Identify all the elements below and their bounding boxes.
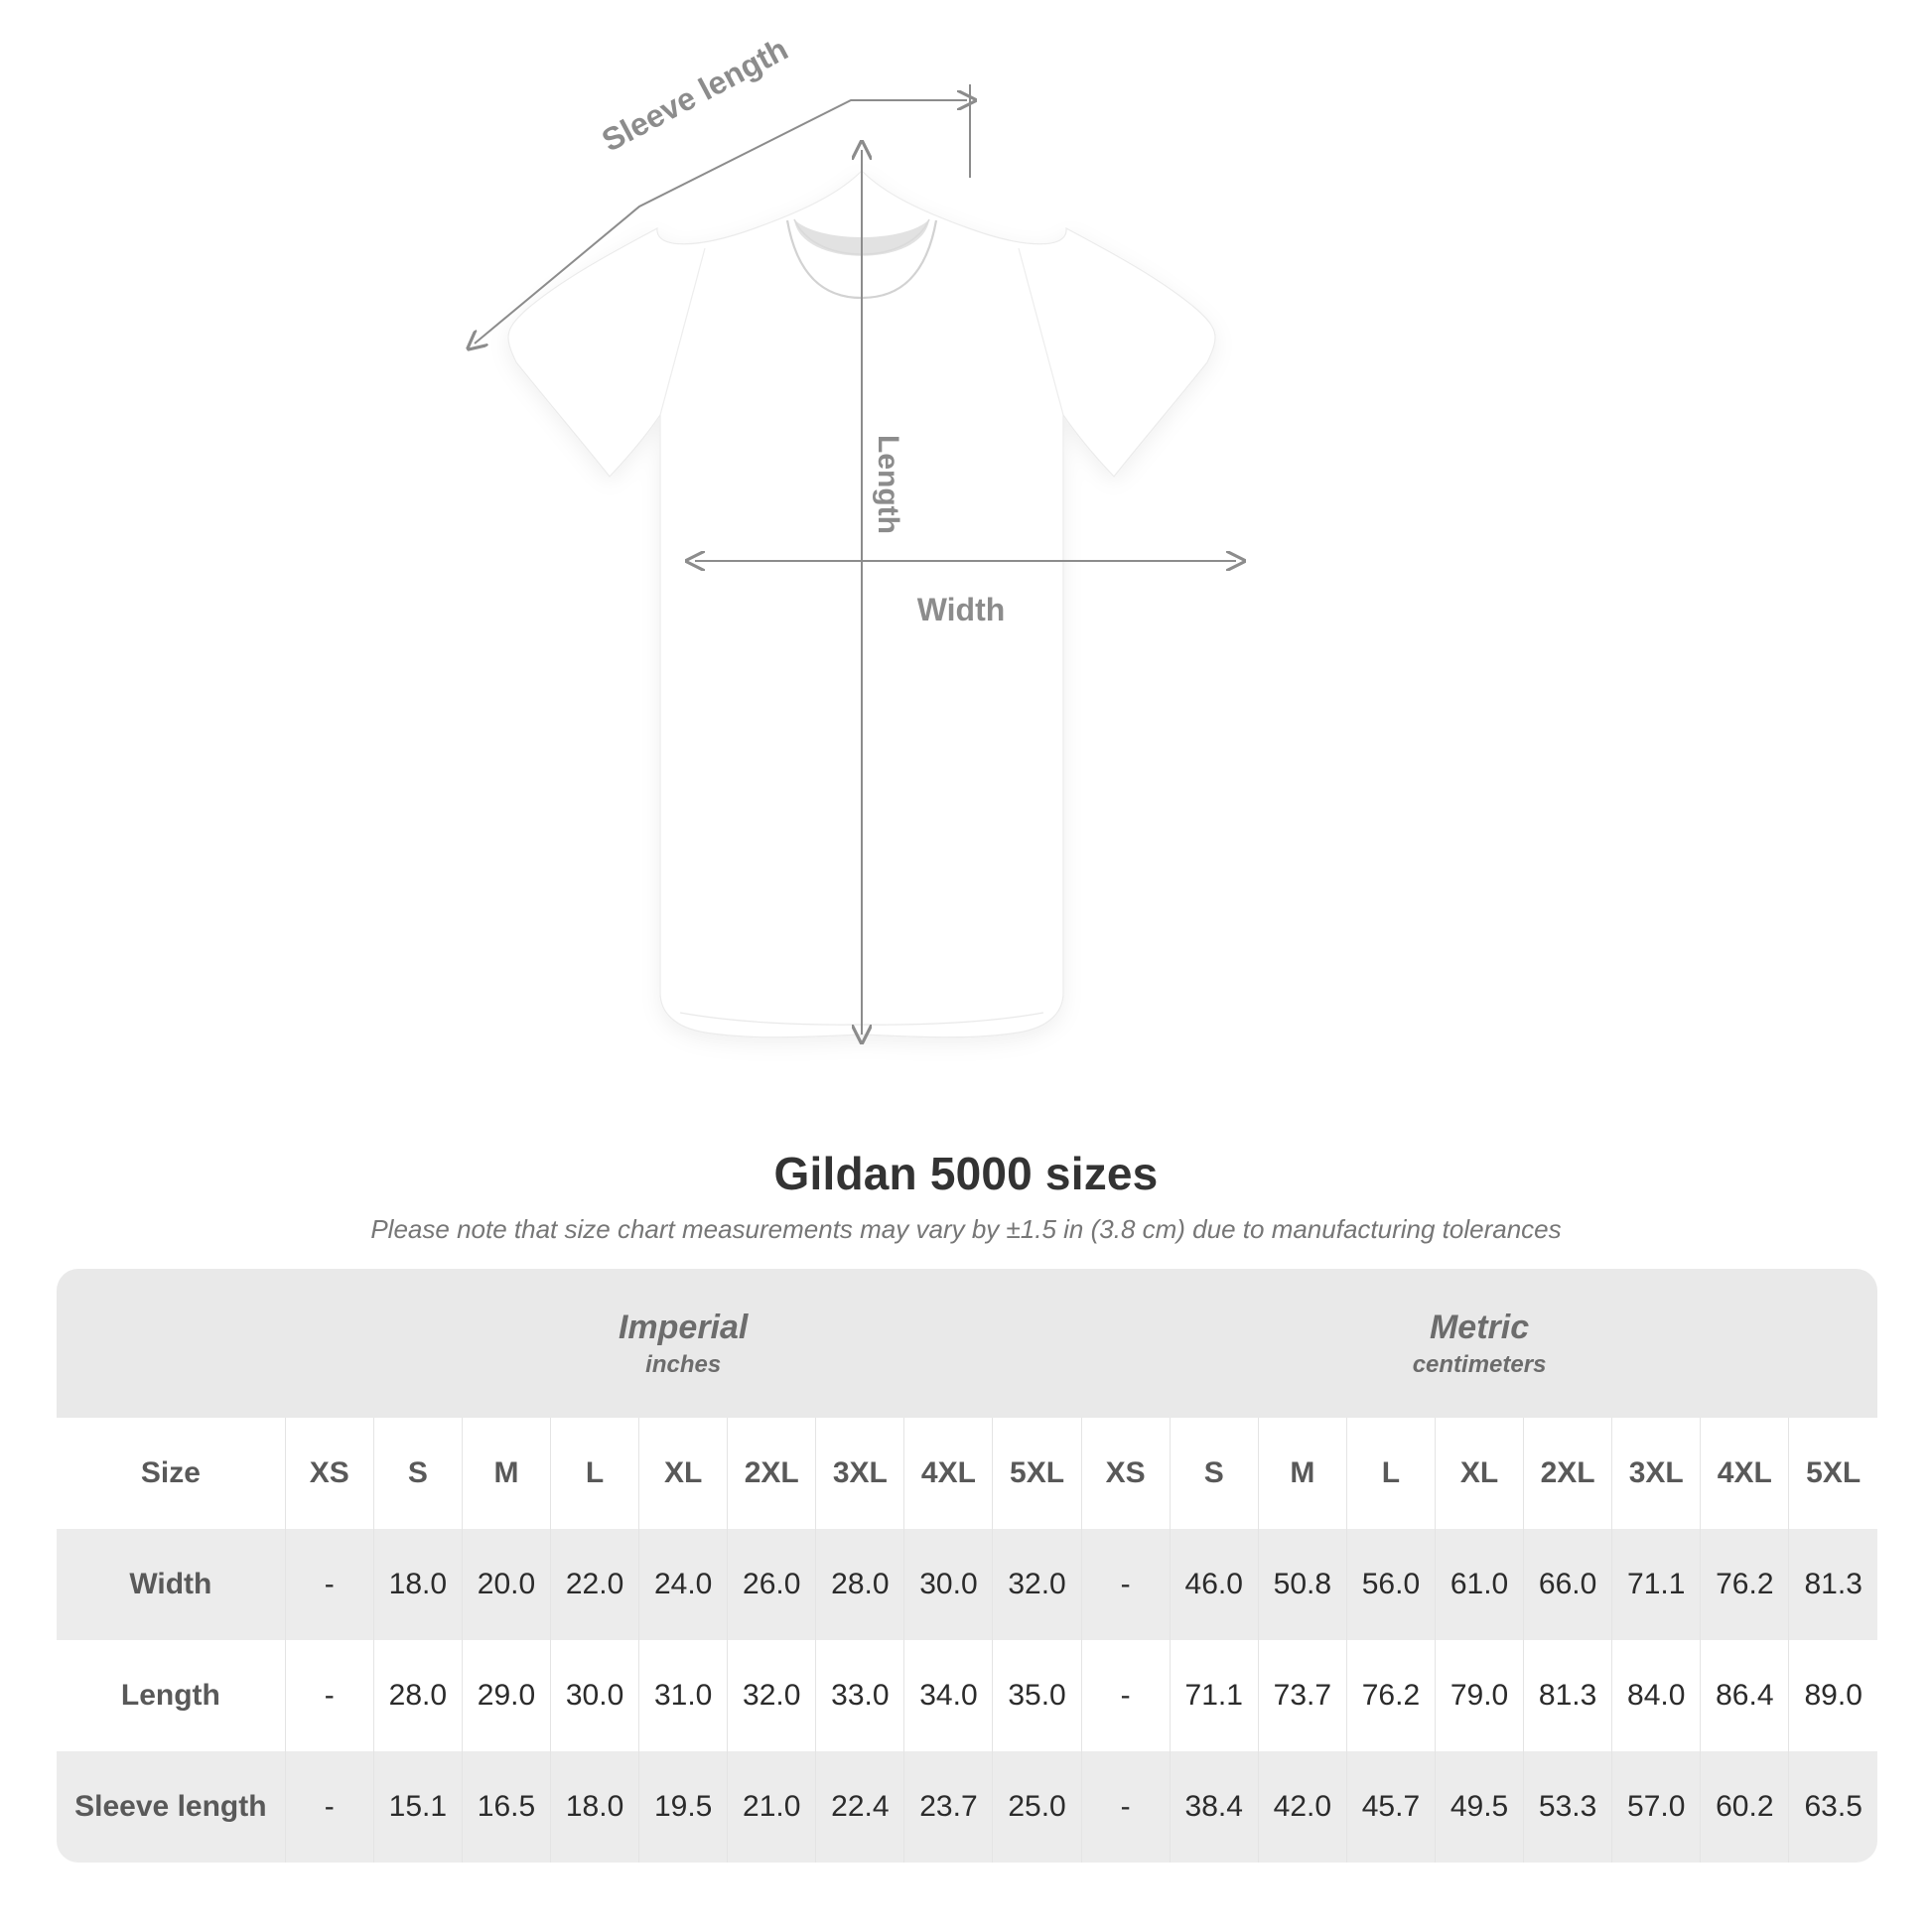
svg-text:Length: Length (872, 435, 904, 534)
svg-text:Sleeve length: Sleeve length (596, 31, 793, 159)
svg-text:Width: Width (917, 592, 1006, 627)
